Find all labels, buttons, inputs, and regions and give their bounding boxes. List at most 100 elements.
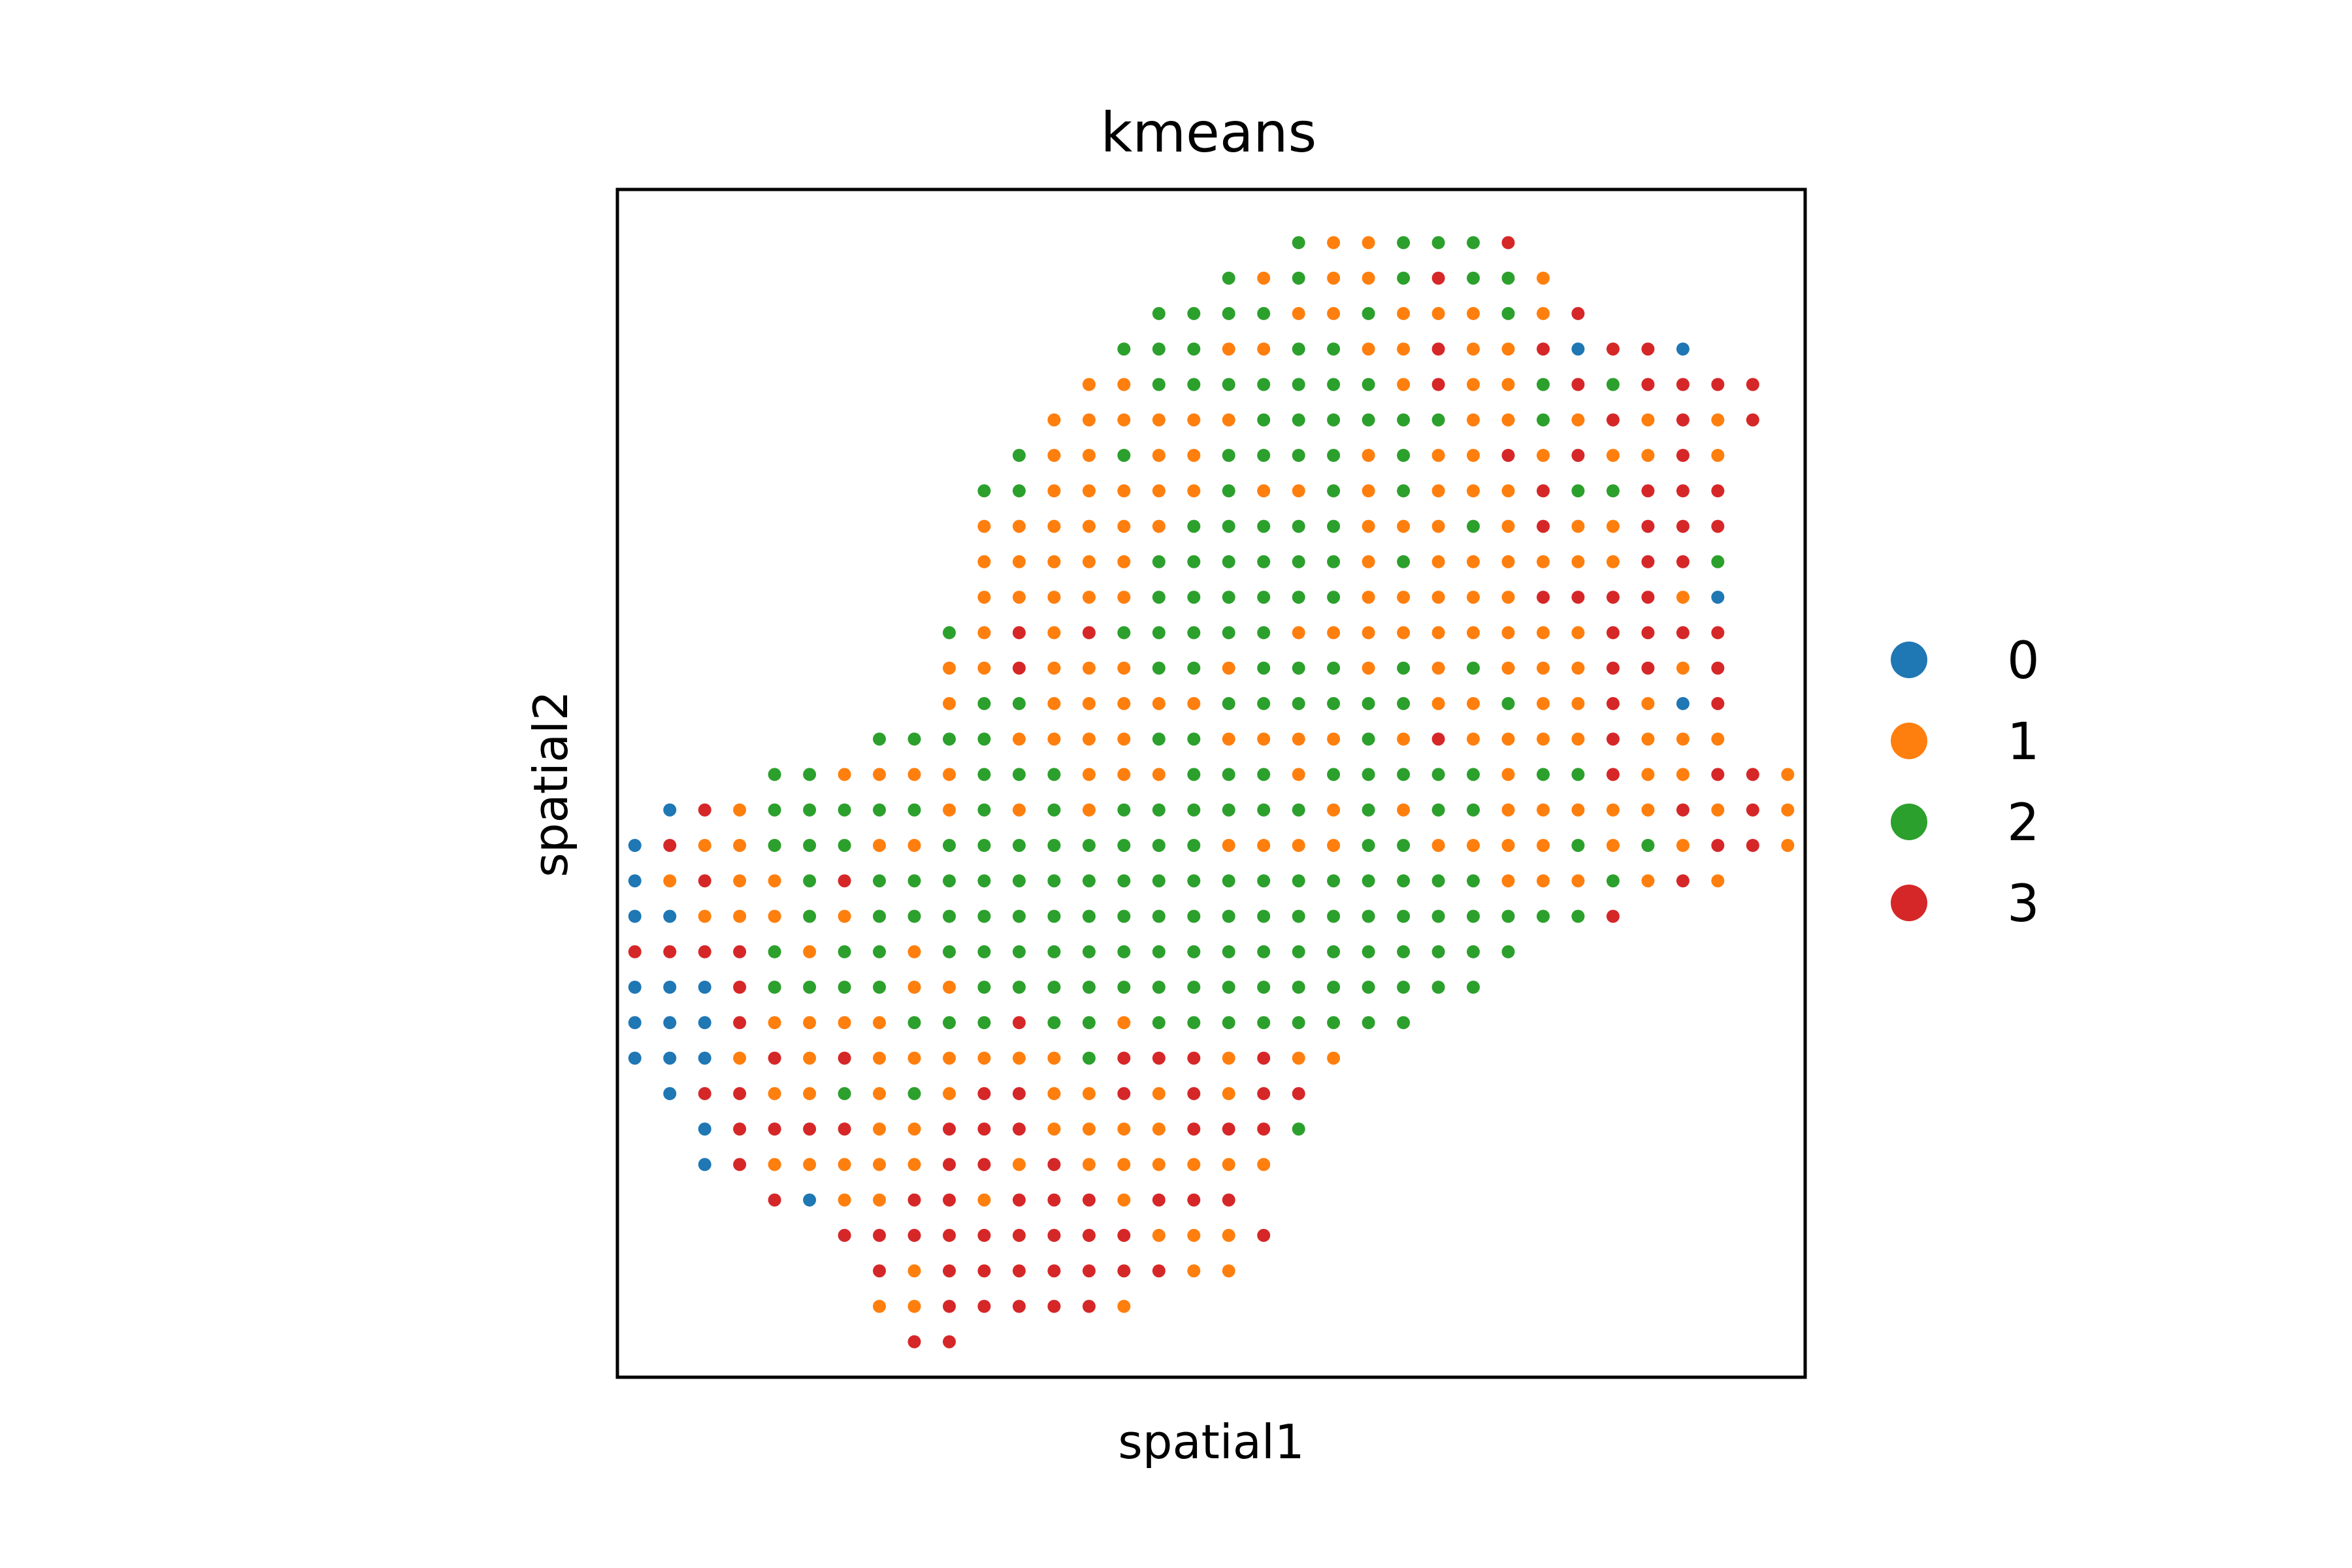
spot-cluster-1 [768,1158,781,1171]
spot-cluster-1 [1047,449,1061,462]
spot-cluster-1 [943,1051,956,1065]
spot-cluster-2 [768,803,781,817]
spot-cluster-2 [1082,909,1096,923]
spot-cluster-1 [873,1086,886,1100]
spot-cluster-1 [1222,1158,1235,1171]
spot-cluster-1 [1571,519,1585,533]
spot-cluster-2 [1292,342,1305,356]
spot-cluster-3 [838,1228,851,1242]
spot-cluster-1 [1117,1016,1131,1030]
spot-cluster-2 [1397,413,1411,427]
spot-cluster-1 [1082,378,1096,391]
spot-cluster-2 [1082,839,1096,852]
spot-cluster-1 [1117,555,1131,568]
spot-cluster-2 [1222,945,1235,958]
spot-cluster-2 [1431,236,1445,250]
spot-cluster-2 [768,981,781,994]
spot-cluster-3 [1711,661,1725,675]
spot-cluster-2 [1606,378,1620,391]
spot-cluster-1 [1117,768,1131,781]
spot-cluster-2 [1117,945,1131,958]
spot-cluster-1 [1641,803,1655,817]
spot-cluster-1 [1606,449,1620,462]
spot-cluster-3 [1012,661,1026,675]
spot-cluster-1 [1327,271,1341,285]
spot-cluster-1 [1117,1299,1131,1313]
spot-cluster-3 [663,839,677,852]
spot-cluster-3 [907,1193,921,1207]
spot-cluster-1 [1327,839,1341,852]
spot-cluster-3 [1606,413,1620,427]
spot-cluster-1 [1187,696,1201,710]
spot-cluster-3 [733,981,747,994]
spot-cluster-2 [943,945,956,958]
spot-cluster-1 [1117,413,1131,427]
spot-cluster-2 [1117,981,1131,994]
spot-cluster-1 [943,696,956,710]
spot-cluster-1 [1362,519,1375,533]
spot-cluster-2 [943,1016,956,1030]
spot-cluster-1 [1082,661,1096,675]
spot-cluster-2 [1397,768,1411,781]
spot-cluster-2 [1327,484,1341,498]
spot-cluster-2 [1397,484,1411,498]
spot-cluster-2 [1292,945,1305,958]
spot-cluster-2 [1397,696,1411,710]
spot-cluster-2 [1257,661,1271,675]
spot-cluster-3 [1711,696,1725,710]
spot-cluster-3 [873,1228,886,1242]
spot-cluster-1 [1781,803,1795,817]
spot-cluster-2 [1362,803,1375,817]
spot-cluster-2 [1222,378,1235,391]
spot-cluster-3 [1012,1086,1026,1100]
spot-cluster-2 [1292,519,1305,533]
spot-cluster-2 [1222,626,1235,640]
spot-cluster-1 [1501,555,1515,568]
spot-cluster-1 [1431,449,1445,462]
spot-cluster-1 [1467,378,1480,391]
spot-cluster-1 [1501,874,1515,888]
spot-cluster-3 [1676,626,1690,640]
spot-cluster-1 [873,1051,886,1065]
legend-marker-2 [1891,804,1927,840]
spot-cluster-3 [943,1335,956,1348]
spot-cluster-2 [1152,1016,1166,1030]
spot-cluster-3 [1676,413,1690,427]
spot-cluster-2 [1571,839,1585,852]
spot-cluster-1 [977,1051,991,1065]
spot-cluster-1 [1082,519,1096,533]
spot-cluster-1 [1501,519,1515,533]
spot-cluster-1 [1117,732,1131,746]
spot-cluster-2 [1501,945,1515,958]
spot-cluster-3 [663,945,677,958]
spot-cluster-2 [1187,874,1201,888]
spot-cluster-0 [698,1122,711,1136]
spot-cluster-2 [1362,378,1375,391]
spot-cluster-1 [1676,768,1690,781]
spot-cluster-1 [1362,449,1375,462]
spot-cluster-1 [1222,732,1235,746]
spot-cluster-2 [977,696,991,710]
spot-cluster-1 [1467,449,1480,462]
spot-cluster-2 [1397,661,1411,675]
spot-cluster-2 [1187,626,1201,640]
spot-cluster-1 [1082,768,1096,781]
spot-cluster-2 [1012,839,1026,852]
spot-cluster-3 [1012,626,1026,640]
spot-cluster-2 [1152,378,1166,391]
spot-cluster-2 [838,839,851,852]
spot-cluster-2 [1012,484,1026,498]
spot-cluster-2 [1152,732,1166,746]
spot-cluster-2 [768,839,781,852]
spot-cluster-1 [1187,484,1201,498]
spot-cluster-1 [663,874,677,888]
legend-label-1: 1 [2007,713,2040,772]
spot-cluster-1 [1537,271,1550,285]
spot-cluster-1 [1012,803,1026,817]
spot-cluster-1 [1047,519,1061,533]
spot-cluster-1 [1222,1086,1235,1100]
spot-cluster-1 [768,1016,781,1030]
spot-cluster-2 [1537,909,1550,923]
spot-cluster-2 [1537,413,1550,427]
spot-cluster-2 [1257,519,1271,533]
